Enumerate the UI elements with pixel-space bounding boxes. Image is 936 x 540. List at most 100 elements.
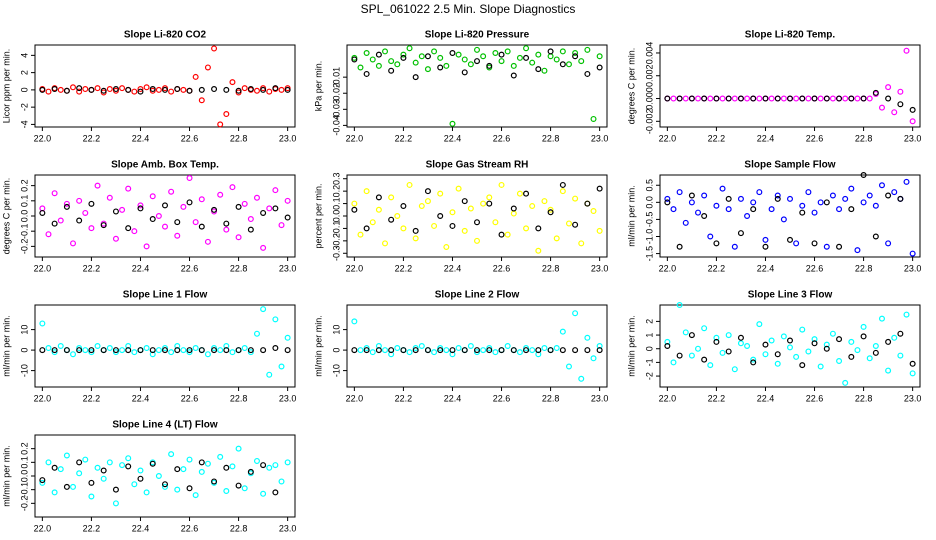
point	[357, 231, 364, 238]
point	[474, 349, 481, 356]
point	[541, 345, 548, 352]
y-tick-label: 10	[19, 325, 29, 335]
point	[836, 243, 843, 250]
point	[174, 86, 181, 93]
point	[872, 343, 879, 350]
x-tick-label: 22.0	[346, 133, 364, 143]
x-tick-label: 22.8	[542, 393, 560, 403]
y-tick-label: 0.0	[19, 210, 29, 223]
point	[461, 69, 468, 76]
x-tick-label: 22.0	[659, 263, 677, 273]
point	[572, 53, 579, 60]
point	[829, 95, 836, 102]
point	[76, 88, 83, 95]
point	[70, 84, 77, 91]
point	[584, 70, 591, 77]
point	[424, 53, 431, 60]
point	[112, 500, 119, 507]
point	[909, 360, 916, 367]
point	[174, 466, 181, 473]
point	[235, 482, 242, 489]
point	[284, 86, 291, 93]
point	[498, 58, 505, 65]
point	[492, 50, 499, 57]
plot-frame	[346, 174, 608, 258]
point	[57, 217, 64, 224]
point	[565, 363, 572, 370]
point	[39, 320, 46, 327]
x-tick-label: 22.2	[83, 263, 101, 273]
x-tick-label: 22.0	[346, 263, 364, 273]
point	[51, 464, 58, 471]
point	[357, 347, 364, 354]
point	[143, 489, 150, 496]
x-tick-label: 23.0	[591, 263, 609, 273]
point	[817, 95, 824, 102]
point	[235, 234, 242, 241]
point	[186, 347, 193, 354]
point	[590, 355, 597, 362]
point	[351, 347, 358, 354]
point	[903, 178, 910, 185]
x-tick-label: 22.4	[757, 133, 775, 143]
point	[762, 351, 769, 358]
point	[584, 200, 591, 207]
x-tick-label: 22.4	[757, 263, 775, 273]
point	[388, 67, 395, 74]
point	[676, 302, 683, 309]
point	[223, 111, 230, 118]
point	[584, 334, 591, 341]
point	[260, 244, 267, 251]
point	[94, 464, 101, 471]
point	[854, 347, 861, 354]
x-tick-label: 23.0	[279, 263, 297, 273]
point	[412, 235, 419, 242]
point	[149, 86, 156, 93]
x-tick-label: 22.6	[806, 263, 824, 273]
point	[369, 349, 376, 356]
point	[443, 244, 450, 251]
point	[860, 199, 867, 206]
point	[786, 195, 793, 202]
point	[676, 243, 683, 250]
x-tick-label: 22.8	[230, 393, 248, 403]
point	[768, 206, 775, 213]
x-tick-label: 22.6	[493, 133, 511, 143]
point	[76, 459, 83, 466]
point	[719, 185, 726, 192]
x-tick-label: 22.4	[444, 263, 462, 273]
point	[725, 195, 732, 202]
point	[174, 232, 181, 239]
point	[88, 493, 95, 500]
point	[780, 333, 787, 340]
point	[149, 347, 156, 354]
point	[897, 195, 904, 202]
point	[805, 348, 812, 355]
y-axis-label: degrees C per min.	[1, 178, 11, 255]
point	[125, 343, 132, 350]
x-tick-label: 22.4	[132, 393, 150, 403]
x-tick-label: 22.8	[855, 393, 873, 403]
point	[498, 51, 505, 58]
point	[211, 478, 218, 485]
x-tick-label: 22.8	[230, 523, 248, 533]
point	[198, 468, 205, 475]
point	[842, 195, 849, 202]
point	[211, 45, 218, 52]
point	[125, 225, 132, 232]
point	[284, 334, 291, 341]
point	[713, 338, 720, 345]
point	[836, 336, 843, 343]
point	[155, 347, 162, 354]
point	[467, 61, 474, 68]
point	[701, 356, 708, 363]
point	[584, 347, 591, 354]
point	[437, 190, 444, 197]
y-tick-label: 0.0	[19, 470, 29, 483]
y-tick-label: -0.2	[19, 496, 29, 512]
y-axis-label: Licor ppm per min.	[1, 49, 11, 124]
point	[707, 362, 714, 369]
point	[725, 206, 732, 213]
point	[504, 231, 511, 238]
point	[553, 345, 560, 352]
